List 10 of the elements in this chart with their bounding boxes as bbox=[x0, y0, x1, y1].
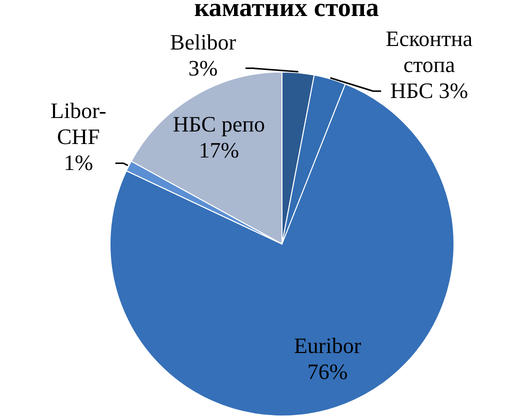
slice-label: Belibor bbox=[170, 29, 237, 54]
slice-label: Есконтна стопа НБС 3% bbox=[386, 26, 473, 104]
data-label: 3% bbox=[188, 55, 218, 80]
slice-label: НБС репо bbox=[172, 111, 266, 136]
data-label: 76% bbox=[307, 359, 348, 384]
data-label: 1% bbox=[64, 150, 94, 176]
data-label: 17% bbox=[198, 137, 240, 162]
slice-label: Libor-CHF bbox=[50, 98, 106, 150]
slice-label: Euribor bbox=[294, 333, 362, 358]
chart-title: каматних стопа bbox=[194, 0, 379, 22]
